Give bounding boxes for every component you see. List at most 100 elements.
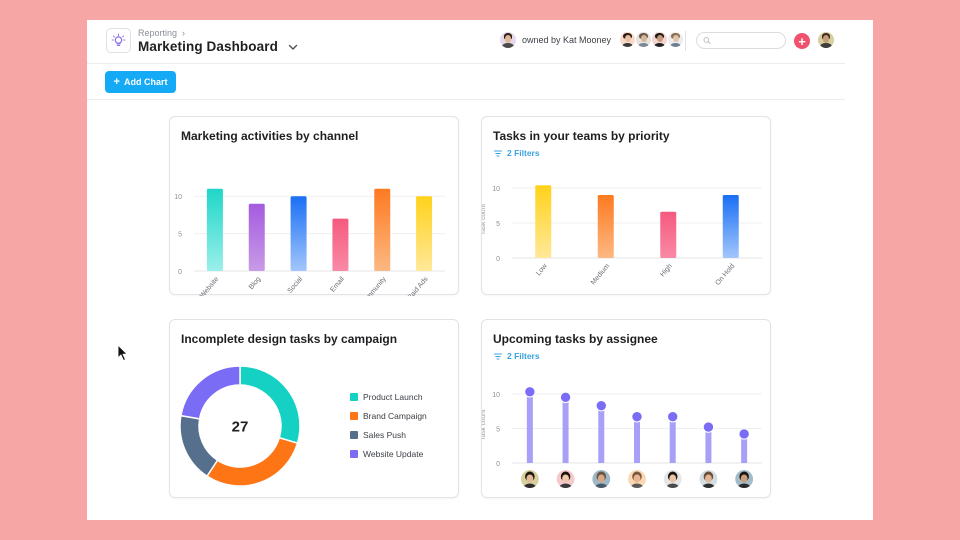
avatar-head	[624, 34, 631, 42]
search-input[interactable]	[715, 35, 785, 46]
lollipop-stem	[741, 433, 748, 463]
dashboard-window: Reporting › Marketing Dashboard owned by…	[87, 20, 873, 520]
assignee-avatar	[628, 470, 646, 488]
assignee-avatar	[735, 470, 754, 488]
legend-item: Website Update	[350, 448, 427, 459]
card-title: Upcoming tasks by assignee	[493, 332, 658, 346]
plus-icon: +	[113, 76, 120, 88]
lollipop-dot	[595, 399, 607, 412]
lollipop-stem	[562, 397, 569, 463]
x-tick-label: On Hold	[714, 263, 736, 287]
search-box[interactable]	[696, 32, 786, 49]
avatar-face	[597, 474, 605, 483]
chart-card-marketing[interactable]: Marketing activities by channel 0 5 10 Webs…	[169, 116, 459, 296]
legend-swatch	[350, 392, 358, 401]
lollipop-dot	[559, 391, 572, 404]
page-title: Marketing Dashboard	[138, 39, 278, 54]
plus-icon: +	[798, 33, 806, 49]
bar	[290, 196, 307, 271]
avatar-body	[701, 483, 715, 488]
lollipop-dot	[524, 386, 536, 398]
avatar-face	[705, 474, 712, 483]
legend-swatch	[350, 430, 358, 439]
x-tick-label: Website	[199, 276, 221, 296]
bar	[722, 195, 739, 258]
donut-segment	[205, 436, 299, 487]
legend-swatch	[350, 411, 358, 420]
breadcrumb-separator-icon: ›	[182, 28, 186, 38]
x-tick-label: Email	[329, 275, 346, 293]
top-bar: Reporting › Marketing Dashboard owned by…	[87, 20, 873, 64]
legend-item: Product Launch	[350, 391, 427, 402]
assignee-avatar	[592, 470, 611, 488]
legend-item: Brand Campaign	[350, 411, 427, 421]
header-divider	[685, 31, 686, 51]
avatar-face	[562, 474, 569, 483]
y-axis-label: Task count	[482, 204, 487, 235]
filter-icon	[494, 149, 502, 157]
avatar-body	[523, 483, 537, 488]
avatar-body	[502, 43, 514, 48]
title-row: Marketing Dashboard	[138, 39, 299, 54]
donut-segment	[179, 414, 219, 478]
current-user-avatar[interactable]	[818, 32, 834, 48]
legend-swatch	[350, 449, 358, 458]
chart-card-assignee[interactable]: Upcoming tasks by assignee 2 Filters 0 5 1…	[481, 319, 771, 498]
bar	[535, 185, 552, 258]
bar	[206, 188, 223, 271]
lightbulb-icon[interactable]	[106, 28, 131, 53]
lollipop-dot	[738, 428, 750, 440]
avatar-body	[594, 483, 608, 488]
assignee-avatar	[556, 470, 575, 488]
chart-legend: Product Launch Brand Campaign Sales Push We…	[350, 391, 427, 459]
y-tick-label: 10	[492, 186, 500, 193]
bar-chart-marketing: 0 5 10 Website Blog Social Email Community Paid …	[174, 188, 445, 296]
avatar-head	[822, 34, 830, 43]
lollipop-dot	[667, 411, 679, 423]
add-chart-button[interactable]: + Add Chart	[105, 71, 176, 93]
member-avatar	[636, 32, 651, 47]
legend-label: Product Launch	[363, 391, 423, 402]
y-axis-label: Task count	[482, 409, 487, 440]
y-tick-label: 0	[496, 256, 500, 263]
filters-link[interactable]: 2 Filters	[494, 351, 540, 361]
member-avatar	[620, 32, 635, 47]
bar	[248, 203, 265, 271]
chart-card-priority[interactable]: Tasks in your teams by priority 2 Filter…	[481, 116, 771, 295]
chart-card-design[interactable]: Incomplete design tasks by campaign 27 P…	[169, 319, 459, 498]
member-avatar	[652, 32, 667, 47]
toolbar-divider-line	[87, 99, 845, 100]
quick-add-button[interactable]: +	[794, 33, 810, 49]
project-members[interactable]	[620, 32, 683, 47]
y-tick-label: 0	[496, 461, 500, 468]
owner-label: owned by Kat Mooney	[522, 35, 612, 45]
y-tick-label: 5	[496, 221, 500, 228]
donut-segment	[239, 365, 301, 445]
avatar-head	[504, 34, 512, 43]
legend-item: Sales Push	[350, 430, 427, 440]
y-tick-label: 5	[496, 426, 500, 433]
y-tick-label: 10	[174, 194, 182, 201]
donut-center-total: 27	[232, 419, 249, 436]
avatar-body	[820, 43, 832, 48]
lollipop-stem	[705, 427, 712, 463]
legend-label: Website Update	[363, 448, 424, 459]
avatar-face	[526, 474, 534, 483]
avatar-body	[630, 483, 644, 488]
filters-label: 2 Filters	[507, 351, 540, 361]
bar	[332, 218, 349, 271]
chevron-down-icon[interactable]	[287, 41, 299, 53]
bar	[416, 196, 433, 271]
bar	[597, 195, 614, 258]
assignee-avatar	[699, 470, 718, 488]
search-icon	[703, 37, 711, 45]
donut-segment	[180, 365, 241, 420]
assignee-avatar	[520, 470, 539, 488]
breadcrumb: Reporting ›	[138, 28, 185, 38]
avatar-body	[638, 42, 649, 47]
lollipop-dot	[702, 421, 715, 433]
add-chart-label: Add Chart	[123, 77, 168, 87]
filters-link[interactable]: 2 Filters	[494, 148, 540, 158]
breadcrumb-reporting[interactable]: Reporting	[138, 28, 178, 38]
owner-info[interactable]: owned by Kat Mooney	[500, 32, 611, 48]
